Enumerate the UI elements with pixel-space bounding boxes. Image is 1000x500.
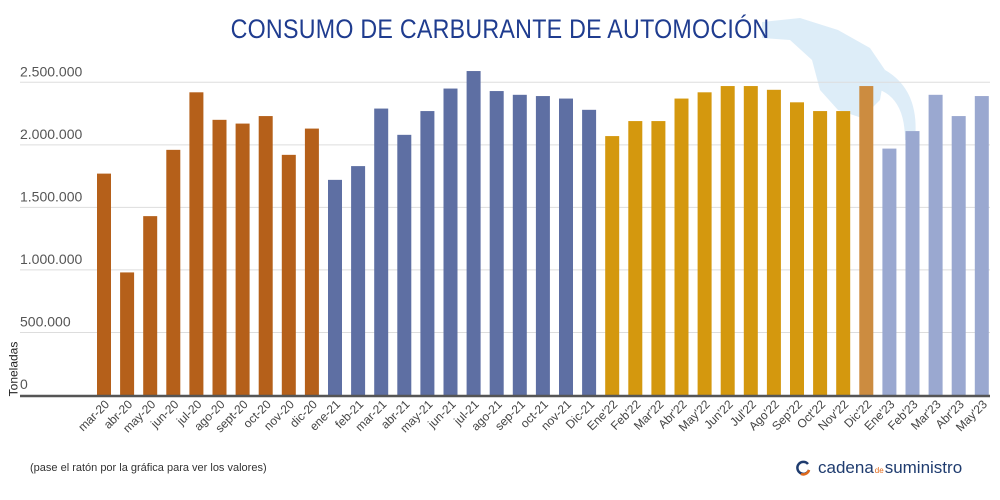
bar[interactable] xyxy=(258,116,273,396)
bar[interactable] xyxy=(905,131,920,395)
bar[interactable] xyxy=(605,136,620,395)
bar[interactable] xyxy=(443,88,458,395)
bar[interactable] xyxy=(120,272,135,395)
y-tick-label: 2.000.000 xyxy=(20,126,82,142)
bar[interactable] xyxy=(235,123,250,395)
bar[interactable] xyxy=(535,96,550,395)
logo: cadena de suministro xyxy=(794,458,962,478)
bar[interactable] xyxy=(559,98,573,396)
bar[interactable] xyxy=(928,94,943,396)
logo-icon xyxy=(796,460,811,476)
bar[interactable] xyxy=(790,102,804,395)
logo-text-de: de xyxy=(874,465,884,475)
bar[interactable] xyxy=(143,216,158,395)
bar[interactable] xyxy=(374,108,389,395)
bar[interactable] xyxy=(281,154,296,395)
y-tick-label: 1.500.000 xyxy=(20,188,82,204)
bar[interactable] xyxy=(720,86,735,395)
hover-note: (pase el ratón por la gráfica para ver l… xyxy=(30,462,267,474)
bar[interactable] xyxy=(697,92,712,395)
bar[interactable] xyxy=(836,111,851,396)
bar[interactable] xyxy=(582,109,597,395)
bar[interactable] xyxy=(489,91,504,395)
logo-text-cadena: cadena xyxy=(818,458,874,477)
y-tick-label: 500.000 xyxy=(20,313,71,329)
bar[interactable] xyxy=(859,86,874,395)
bar[interactable] xyxy=(97,173,111,395)
bar[interactable] xyxy=(189,92,204,395)
fuel-pump-watermark-icon xyxy=(762,18,916,140)
y-tick-label: 2.500.000 xyxy=(20,63,82,79)
bar[interactable] xyxy=(466,71,481,396)
logo-text-suministro: suministro xyxy=(884,458,963,477)
y-axis-label: Toneladas xyxy=(6,341,21,397)
bar[interactable] xyxy=(974,96,989,395)
bar[interactable] xyxy=(882,148,897,395)
bar[interactable] xyxy=(743,86,758,395)
bar[interactable] xyxy=(166,149,181,395)
bar[interactable] xyxy=(397,134,412,395)
bar[interactable] xyxy=(674,98,689,396)
bar[interactable] xyxy=(766,89,781,395)
bar[interactable] xyxy=(420,111,435,396)
bar[interactable] xyxy=(951,116,966,396)
chart-title: CONSUMO DE CARBURANTE DE AUTOMOCIÓN xyxy=(230,14,770,44)
bar[interactable] xyxy=(651,121,666,395)
bar[interactable] xyxy=(304,128,319,396)
bar[interactable] xyxy=(628,121,643,395)
bar[interactable] xyxy=(328,179,342,395)
bar[interactable] xyxy=(512,94,527,396)
bar[interactable] xyxy=(813,111,828,396)
y-tick-label: 1.000.000 xyxy=(20,251,82,267)
bar[interactable] xyxy=(212,119,227,395)
y-tick-label: 0 xyxy=(20,376,28,392)
bar[interactable] xyxy=(351,166,366,395)
